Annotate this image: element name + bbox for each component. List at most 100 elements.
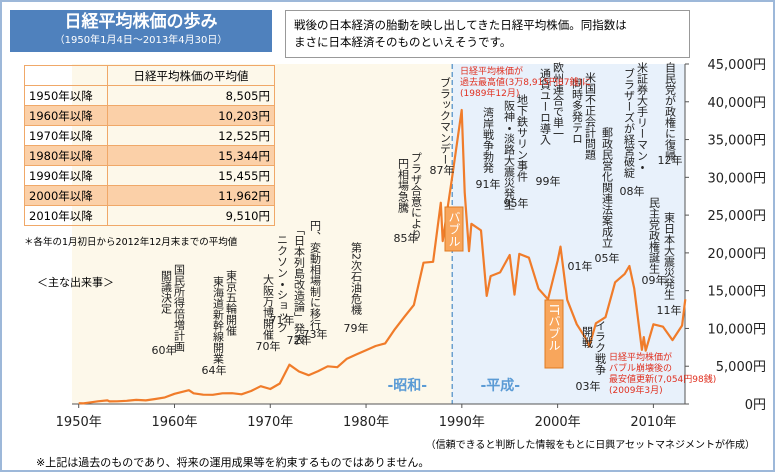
y-tick-label: 20,000円 xyxy=(708,247,767,262)
row-value: 10,203円 xyxy=(107,105,275,126)
record-note: バブル崩壊後の xyxy=(609,362,672,374)
event-text: 国民所得倍増計画 xyxy=(173,264,186,352)
description-line: まさに日本経済そのものといえそうです。 xyxy=(294,35,512,49)
table-corner xyxy=(24,65,108,86)
row-label: 1980年以降 xyxy=(24,145,108,166)
average-table: 日経平均株価の平均値 1950年以降 8,505円 1960年以降 10,203円 197… xyxy=(24,65,275,226)
record-note: 日経平均株価が xyxy=(460,65,523,77)
event-text: 東日本大震災発生 xyxy=(663,212,676,300)
event-year: 03年 xyxy=(576,379,601,393)
event-year: 73年 xyxy=(303,327,328,341)
row-label: 2010年以降 xyxy=(24,205,108,226)
row-label: 1950年以降 xyxy=(24,85,108,106)
event-year: 01年 xyxy=(568,259,593,273)
row-label: 1990年以降 xyxy=(24,165,108,186)
event-year: 12年 xyxy=(658,153,683,167)
event-year: 64年 xyxy=(202,363,227,377)
event-year: 87年 xyxy=(430,163,455,177)
event-text: 米国不正会計問題 xyxy=(584,72,597,161)
event-text: 大阪万博開催 xyxy=(262,273,275,341)
row-value: 15,455円 xyxy=(107,165,275,186)
event-text: 湾岸戦争勃発 xyxy=(482,106,495,174)
x-tick-label: 2000年 xyxy=(535,415,581,430)
event-text: 米証券大手リーマン・ xyxy=(636,62,649,172)
event-year: 60年 xyxy=(152,343,177,357)
event-text: 自民党が政権に復帰 xyxy=(664,62,677,161)
event-year: 71年 xyxy=(270,313,295,327)
table-header-row: 日経平均株価の平均値 xyxy=(24,65,275,86)
table-note: ＊各年の1月初日から2012年12月末までの平均値 xyxy=(24,237,238,248)
x-tick-label: 1970年 xyxy=(247,415,293,430)
bubble-box xyxy=(544,299,564,369)
era-label: -平成- xyxy=(480,377,520,394)
record-note: (2009年3月) xyxy=(609,384,663,396)
events-heading: ＜主な出来事＞ xyxy=(37,276,114,289)
event-text: 東京五輪開催 xyxy=(225,270,238,337)
source: （信頼できると判断した情報をもとに日興アセットマネジメントが作成） xyxy=(425,440,755,451)
y-tick-label: 15,000円 xyxy=(708,285,767,300)
description: 戦後の日本経済の胎動を映し出してきた日経平均株価。同指数は まさに日本経済そのも… xyxy=(285,10,690,58)
title: 日経平均株価の歩み xyxy=(64,12,218,32)
event-text: イラク戦争 xyxy=(594,320,607,375)
bubble-label: ITバブル xyxy=(547,304,561,351)
table-row: 2010年以降 9,510円 xyxy=(24,205,275,226)
row-label: 1970年以降 xyxy=(24,125,108,146)
event-text: 第2次石油危機 xyxy=(350,241,363,315)
bubble-label: バブル xyxy=(447,211,461,247)
y-tick-label: 30,000円 xyxy=(708,171,767,186)
event-text: 円相場急騰 xyxy=(397,158,410,214)
event-year: 08年 xyxy=(620,184,645,198)
table-row: 2000年以降 11,962円 xyxy=(24,185,275,206)
title-box: 日経平均株価の歩み （1950年1月4日～2013年4月30日） xyxy=(10,10,272,52)
series-line xyxy=(78,108,687,405)
row-label: 2000年以降 xyxy=(24,185,108,206)
event-text: 通貨ユーロ導入 xyxy=(539,68,552,146)
record-note: 過去最高値(3万8,915円87銭)に xyxy=(460,76,591,88)
subtitle: （1950年1月4日～2013年4月30日） xyxy=(54,35,228,46)
row-value: 15,344円 xyxy=(107,145,275,166)
y-tick-label: 40,000円 xyxy=(708,96,767,111)
table-row: 1950年以降 8,505円 xyxy=(24,85,275,106)
event-year: 91年 xyxy=(476,177,501,191)
row-label: 1960年以降 xyxy=(24,105,108,126)
event-text: ニクソン・ショック xyxy=(276,234,289,333)
y-tick-label: 45,000円 xyxy=(708,58,767,73)
event-text: 欧州連合で単一 xyxy=(552,61,565,139)
row-value: 11,962円 xyxy=(107,185,275,206)
event-year: 09年 xyxy=(642,273,667,287)
event-year: 11年 xyxy=(657,303,682,317)
x-tick-label: 1950年 xyxy=(56,415,102,430)
event-text: 「日本列島改造論」発表 xyxy=(293,224,306,345)
event-text: 阪神・淡路大震災発生 xyxy=(503,100,516,210)
event-text: 開戦 xyxy=(581,326,594,349)
x-tick-label: 2010年 xyxy=(630,415,676,430)
event-text: ブラックマンデー xyxy=(439,76,452,165)
event-year: 70年 xyxy=(256,339,281,353)
x-tick-label: 1980年 xyxy=(343,415,389,430)
event-text: 東海道新幹線開業 xyxy=(212,276,225,364)
table-row: 1970年以降 12,525円 xyxy=(24,125,275,146)
table-header: 日経平均株価の平均値 xyxy=(107,65,275,86)
record-note: 日経平均株価が xyxy=(609,351,672,363)
event-text: 民主党政権誕生 xyxy=(648,197,661,274)
row-value: 12,525円 xyxy=(107,125,275,146)
table-row: 1980年以降 15,344円 xyxy=(24,145,275,166)
record-note: (1989年12月) xyxy=(460,87,519,99)
y-tick-label: 5,000円 xyxy=(716,360,766,375)
row-value: 8,505円 xyxy=(107,85,275,106)
event-year: 72年 xyxy=(287,333,312,347)
event-year: 99年 xyxy=(536,174,561,188)
y-tick-label: 10,000円 xyxy=(708,322,767,337)
event-year: 05年 xyxy=(595,251,620,265)
y-tick-label: 35,000円 xyxy=(708,134,767,149)
event-text: 円、変動相場制に移行 xyxy=(309,220,322,331)
disclaimer: ※上記は過去のものであり、将来の運用成果等を約束するものではありません。 xyxy=(36,456,430,469)
event-text: 同時多発テロ xyxy=(571,78,584,144)
record-note: 最安値更新(7,054円98銭) xyxy=(609,373,716,385)
event-text: 地下鉄サリン事件 xyxy=(516,94,529,183)
event-text: ブラザーズが経営破綻 xyxy=(623,67,636,178)
table-row: 1990年以降 15,455円 xyxy=(24,165,275,186)
event-text: プラザ合意により xyxy=(410,152,423,240)
event-year: 95年 xyxy=(504,196,529,210)
